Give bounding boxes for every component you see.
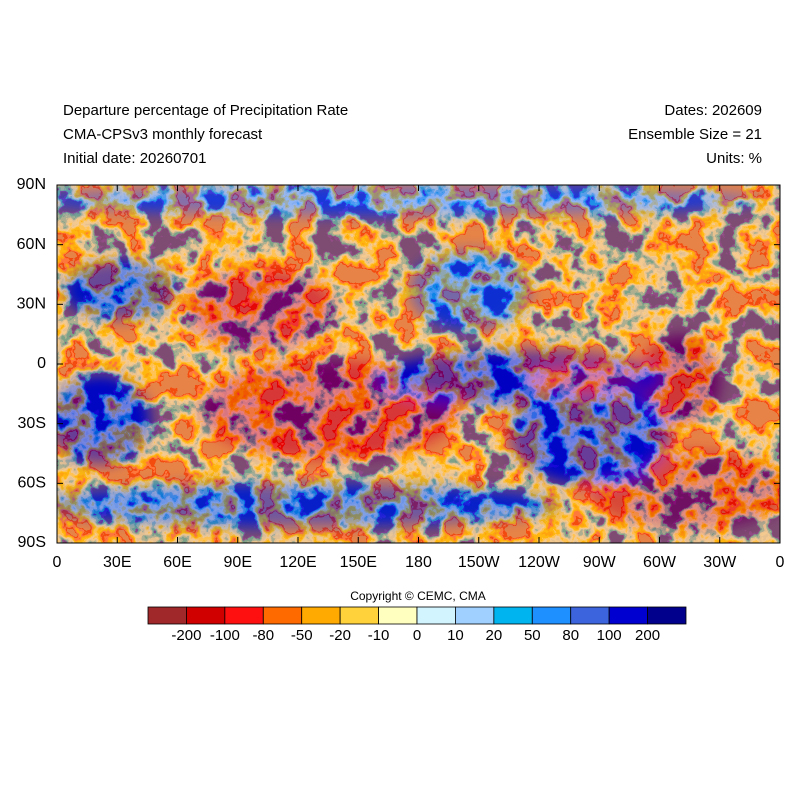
lat-label: 60S bbox=[18, 475, 46, 492]
lon-label: 150E bbox=[340, 554, 377, 571]
lon-label: 30W bbox=[703, 554, 737, 571]
lon-label: 180 bbox=[405, 554, 432, 571]
colorbar-label: 50 bbox=[524, 627, 541, 644]
colorbar-box bbox=[647, 606, 687, 625]
colorbar-label: -20 bbox=[329, 627, 351, 644]
colorbar-box bbox=[455, 606, 495, 625]
colorbar-box bbox=[147, 606, 187, 625]
lon-label: 0 bbox=[53, 554, 62, 571]
copyright: Copyright © CEMC, CMA bbox=[350, 589, 486, 603]
lat-label: 60N bbox=[17, 236, 46, 253]
colorbar-box bbox=[608, 606, 648, 625]
colorbar-label: 80 bbox=[562, 627, 579, 644]
header-line: Ensemble Size = 21 bbox=[628, 126, 762, 143]
colorbar-box bbox=[531, 606, 572, 625]
header-right: Dates: 202609 Ensemble Size = 21 Units: % bbox=[628, 102, 762, 167]
lon-label: 120W bbox=[518, 554, 561, 571]
colorbar-box bbox=[186, 606, 226, 625]
lon-label: 90W bbox=[583, 554, 617, 571]
map-axes: 90N 60N 30N 0 30S 60S 90S 0 30E 60E 90E 120E 150E 180… bbox=[17, 176, 785, 571]
header-line: Departure percentage of Precipitation Ra… bbox=[63, 102, 348, 119]
colorbar-box bbox=[301, 606, 341, 625]
colorbar-box bbox=[262, 606, 303, 625]
lon-label: 150W bbox=[458, 554, 501, 571]
colorbar-label: 200 bbox=[635, 627, 660, 644]
lat-label: 30N bbox=[17, 296, 46, 313]
colorbar-box bbox=[378, 606, 418, 625]
header-line: Units: % bbox=[706, 150, 762, 167]
colorbar-label: -80 bbox=[252, 627, 274, 644]
colorbar-box bbox=[416, 606, 456, 625]
colorbar-label: -100 bbox=[210, 627, 240, 644]
colorbar-box bbox=[339, 606, 379, 625]
lon-label: 60E bbox=[163, 554, 191, 571]
lon-label: 60W bbox=[643, 554, 677, 571]
lon-label: 0 bbox=[776, 554, 785, 571]
lat-label: 90N bbox=[17, 176, 46, 193]
precipitation-field bbox=[57, 185, 780, 543]
colorbar-label: 10 bbox=[447, 627, 464, 644]
colorbar-label: -10 bbox=[368, 627, 390, 644]
colorbar-label: 100 bbox=[597, 627, 622, 644]
colorbar: -200 -100 -80 -50 -20 -10 0 10 20 50 80 100 200 bbox=[147, 606, 687, 644]
lat-label: 90S bbox=[18, 534, 46, 551]
colorbar-label: -50 bbox=[291, 627, 313, 644]
lon-label: 30E bbox=[103, 554, 131, 571]
header-left: Departure percentage of Precipitation Ra… bbox=[63, 102, 348, 167]
header-line: Initial date: 20260701 bbox=[63, 150, 206, 167]
lat-label: 30S bbox=[18, 415, 46, 432]
colorbar-box bbox=[493, 606, 533, 625]
header-line: CMA-CPSv3 monthly forecast bbox=[63, 126, 263, 143]
lat-label: 0 bbox=[37, 355, 46, 372]
colorbar-box bbox=[570, 606, 610, 625]
header-line: Dates: 202609 bbox=[664, 102, 762, 119]
colorbar-box bbox=[224, 606, 264, 625]
lon-label: 120E bbox=[279, 554, 316, 571]
colorbar-label: 20 bbox=[486, 627, 503, 644]
colorbar-label: 0 bbox=[413, 627, 421, 644]
colorbar-label: -200 bbox=[171, 627, 201, 644]
lon-label: 90E bbox=[224, 554, 252, 571]
